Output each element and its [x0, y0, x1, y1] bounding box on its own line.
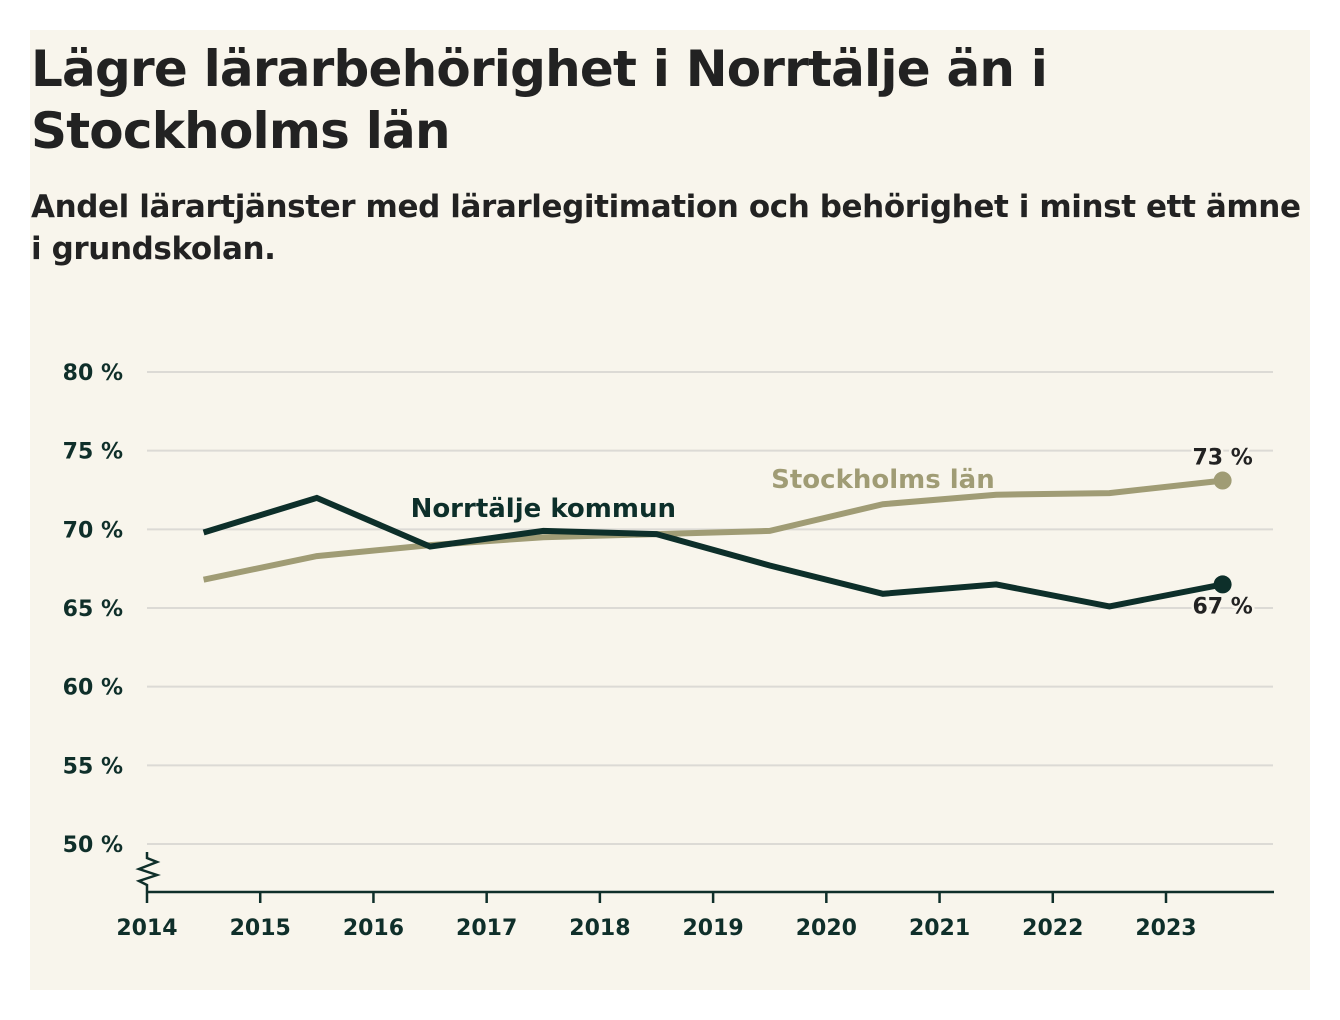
x-tick-label: 2014 [116, 916, 177, 941]
x-tick-label: 2015 [230, 916, 291, 941]
end-marker-stockholm [1213, 471, 1232, 490]
x-tick-label: 2020 [796, 916, 857, 941]
chart-title: Lägre lärarbehörighet i Norrtälje än i S… [31, 40, 1048, 160]
gridlines [147, 371, 1273, 845]
y-tick-label: 75 % [63, 440, 123, 465]
y-tick-label: 50 % [63, 833, 123, 858]
chart-card [30, 30, 1310, 990]
axis-break-icon [135, 852, 161, 892]
y-tick-label: 55 % [63, 754, 123, 779]
end-value-label-norrtalje: 67 % [1192, 594, 1252, 619]
chart-subtitle: Andel lärartjänster med lärarlegitimatio… [31, 189, 1301, 267]
x-axis: 2014 2015 2016 2017 2018 2019 2020 2021 2022 2023 [116, 890, 1274, 941]
x-tick-label: 2018 [569, 916, 630, 941]
x-tick-label: 2022 [1022, 916, 1083, 941]
x-tick-label: 2019 [682, 916, 743, 941]
y-axis: 50 % 55 % 60 % 65 % 70 % 75 % 80 % [63, 361, 161, 892]
end-value-label-stockholm: 73 % [1192, 446, 1252, 471]
y-tick-label: 60 % [63, 676, 123, 701]
y-tick-label: 70 % [63, 518, 123, 543]
y-tick-label: 65 % [63, 597, 123, 622]
series-label-stockholm: Stockholms län [771, 465, 995, 495]
series-line-stockholm [202, 477, 1223, 583]
series-labels: Norrtälje kommun Stockholms län 73 % 67 % [407, 443, 1255, 622]
x-tick-label: 2016 [343, 916, 404, 941]
series-label-norrtalje: Norrtälje kommun [411, 494, 676, 524]
series-line-norrtalje [202, 494, 1224, 610]
end-marker-norrtalje [1213, 575, 1232, 594]
series-lines [202, 471, 1232, 610]
x-tick-label: 2023 [1135, 916, 1196, 941]
y-tick-label: 80 % [63, 361, 123, 386]
x-tick-label: 2017 [456, 916, 517, 941]
x-tick-label: 2021 [909, 916, 970, 941]
